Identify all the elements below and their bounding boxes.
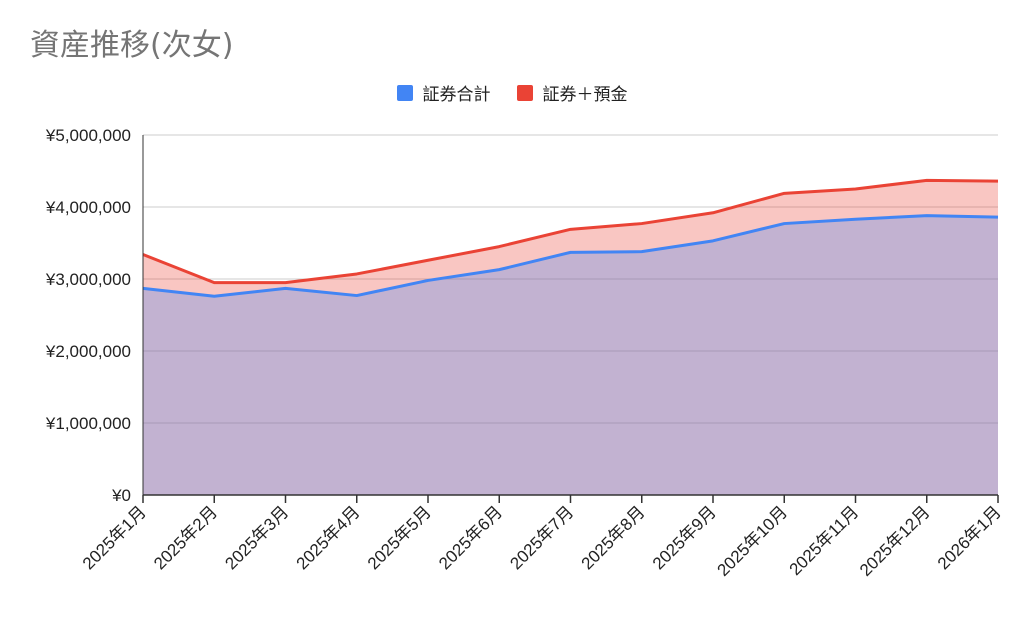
x-tick-label: 2025年12月 [856,502,934,580]
legend-swatch-securities [396,84,413,101]
x-tick-label: 2026年1月 [934,502,1005,573]
y-tick-label: ¥2,000,000 [45,342,131,361]
x-tick-label: 2025年1月 [79,502,150,573]
x-tick-label: 2025年6月 [435,502,506,573]
x-tick-label: 2025年2月 [150,502,221,573]
series-line-1 [142,178,999,285]
y-tick-label: ¥4,000,000 [45,198,131,217]
x-tick-label: 2025年5月 [364,502,435,573]
x-tick-label: 2025年7月 [506,502,577,573]
series-line-0 [142,214,999,298]
legend-label-securities-deposits: 証券＋預金 [542,85,628,105]
x-tick-label: 2025年3月 [221,502,292,573]
y-tick-label: ¥1,000,000 [45,414,131,433]
x-tick-label: 2025年8月 [578,502,649,573]
y-tick-label: ¥3,000,000 [45,270,131,289]
x-tick-label: 2025年9月 [649,502,720,573]
legend-item-securities-deposits[interactable]: 証券＋預金 [516,80,628,105]
x-tick-label: 2025年10月 [713,502,791,580]
y-tick-label: ¥0 [111,486,131,505]
area-fill-series-0 [143,215,998,495]
legend-label-securities: 証券合計 [422,85,491,105]
y-tick-label: ¥5,000,000 [45,126,131,145]
chart-title: 資産推移(次女) [30,28,234,63]
area-fill-series-1 [143,180,998,496]
x-tick-label: 2025年11月 [786,502,863,579]
legend-swatch-securities-deposits [516,84,533,101]
x-tick-label: 2025年4月 [293,502,364,573]
legend-item-securities[interactable]: 証券合計 [396,80,491,105]
chart-legend: 証券合計 証券＋預金 [0,80,1024,105]
